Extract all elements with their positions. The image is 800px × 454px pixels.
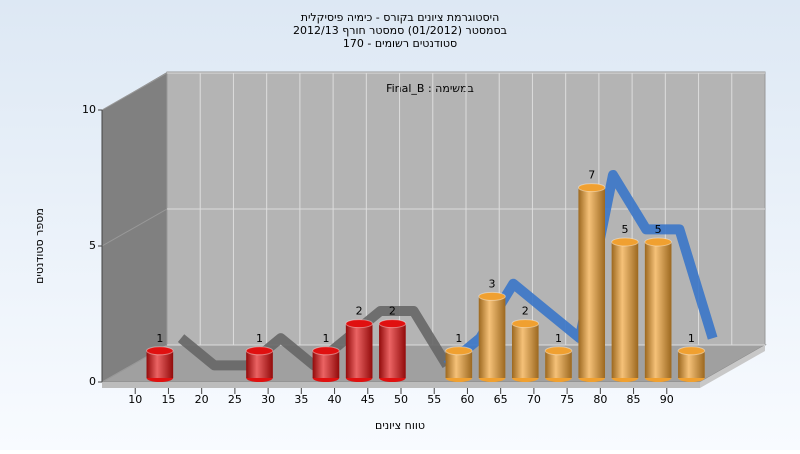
data-label: 1: [688, 332, 695, 345]
bar-top: [577, 183, 606, 193]
x-tick-label: 80: [593, 393, 607, 406]
bar-top: [644, 237, 672, 247]
bar-top: [378, 319, 407, 329]
y-tick-label: 0: [89, 375, 96, 388]
data-label: 3: [489, 277, 496, 290]
bar-top: [544, 346, 573, 356]
data-label: 2: [356, 305, 363, 318]
bar: [677, 346, 706, 382]
bar-top: [312, 346, 340, 356]
x-tick-label: 30: [261, 393, 275, 406]
bar-shade: [511, 323, 539, 378]
bar-shade: [578, 187, 606, 378]
x-tick-label: 75: [560, 393, 574, 406]
x-tick-label: 65: [494, 393, 508, 406]
x-tick-label: 50: [394, 393, 408, 406]
bar-top: [611, 237, 639, 247]
bar: [478, 291, 506, 382]
bar: [378, 319, 407, 382]
bar-top: [445, 346, 473, 356]
data-label: 1: [322, 332, 329, 345]
bar-top: [345, 319, 373, 329]
bar-shade: [379, 323, 406, 378]
bar: [345, 319, 373, 382]
bar-shade: [478, 296, 506, 378]
bar-shade: [345, 323, 373, 378]
x-tick-label: 55: [427, 393, 441, 406]
chart-subtitle: סטודנטים רשומים - 170: [343, 37, 457, 50]
data-label: 7: [588, 169, 595, 182]
x-tick-label: 90: [660, 393, 674, 406]
data-label: 1: [156, 332, 163, 345]
bar-shade: [644, 242, 672, 378]
bar-top: [146, 346, 174, 356]
data-label: 1: [256, 332, 263, 345]
x-axis-label: טווח ציונים: [375, 419, 425, 432]
bar-shade: [312, 350, 340, 378]
x-tick-label: 70: [527, 393, 541, 406]
bar-shade: [678, 350, 705, 378]
x-tick-label: 40: [328, 393, 342, 406]
grid-line: [101, 208, 168, 247]
bar: [445, 346, 473, 382]
bar-shade: [246, 350, 273, 378]
data-label: 1: [455, 332, 462, 345]
bar: [611, 237, 639, 382]
x-tick-label: 15: [161, 393, 175, 406]
y-tick-label: 5: [89, 239, 96, 252]
bar-shade: [545, 350, 572, 378]
bar-shade: [611, 242, 639, 378]
bar-shade: [146, 350, 174, 378]
bar: [644, 237, 672, 382]
data-label: 2: [389, 305, 396, 318]
bar: [312, 346, 340, 382]
x-tick-label: 20: [195, 393, 209, 406]
x-tick-label: 35: [294, 393, 308, 406]
data-label: 5: [621, 223, 628, 236]
x-tick-label: 85: [627, 393, 641, 406]
bar-top: [677, 346, 706, 356]
y-tick-label: 10: [82, 103, 96, 116]
floor-edge: [102, 382, 700, 388]
bar: [146, 346, 174, 382]
bar-shade: [445, 350, 473, 378]
annotation: Final_B : במשימה: [386, 82, 474, 95]
bar: [577, 183, 606, 382]
x-tick-label: 25: [228, 393, 242, 406]
bar: [245, 346, 274, 382]
data-label: 5: [655, 223, 662, 236]
x-tick-label: 60: [460, 393, 474, 406]
bar: [544, 346, 573, 382]
y-axis-label: מספר סטודנטים: [33, 208, 46, 284]
grid-line: [101, 72, 168, 111]
chart-subtitle: בסמסטר (01/2012) סמסטר חורף 2012/13: [293, 24, 507, 37]
floor-edge: [700, 345, 765, 388]
bar-top: [245, 346, 274, 356]
bar-top: [478, 291, 506, 301]
bar-top: [511, 319, 540, 329]
bar: [511, 319, 540, 382]
data-label: 1: [555, 332, 562, 345]
data-label: 2: [522, 305, 529, 318]
chart-title: היסטוגרמת ציונים בקורס - כימיה פיסיקלית: [301, 11, 500, 24]
x-tick-label: 45: [361, 393, 375, 406]
x-tick-label: 10: [128, 393, 142, 406]
